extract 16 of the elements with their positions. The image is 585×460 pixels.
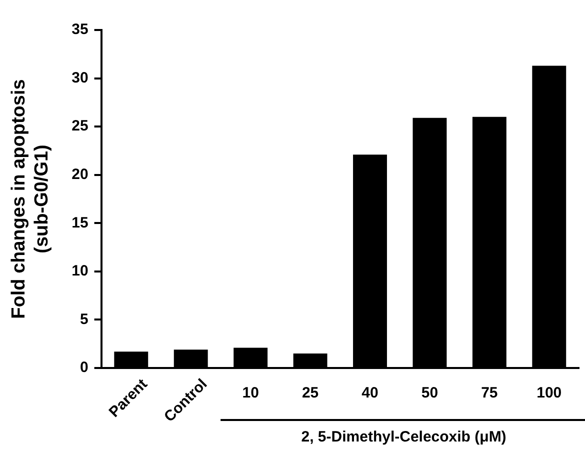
y-tick-label: 30 [72,69,88,86]
y-tick-label: 25 [72,118,88,135]
y-tick-label: 35 [72,21,88,38]
x-tick-label: 50 [421,384,438,402]
x-tick-label: 75 [481,384,498,402]
y-tick-label: 0 [80,359,88,376]
x-tick-label: 40 [362,384,378,402]
x-tick-label: 10 [242,384,259,402]
y-tick-label: 10 [72,262,88,280]
y-tick-label: 5 [80,310,88,328]
x-axis-title: 2, 5-Dimethyl-Celecoxib (μM) [301,428,506,446]
x-tick-label: 25 [302,384,319,402]
x-tick-label: 100 [536,384,562,402]
y-tick-label: 15 [72,214,88,232]
y-tick-label: 20 [72,166,88,183]
y-axis-title: Fold changes in apoptosis (sub-G0/G1) [8,79,52,319]
